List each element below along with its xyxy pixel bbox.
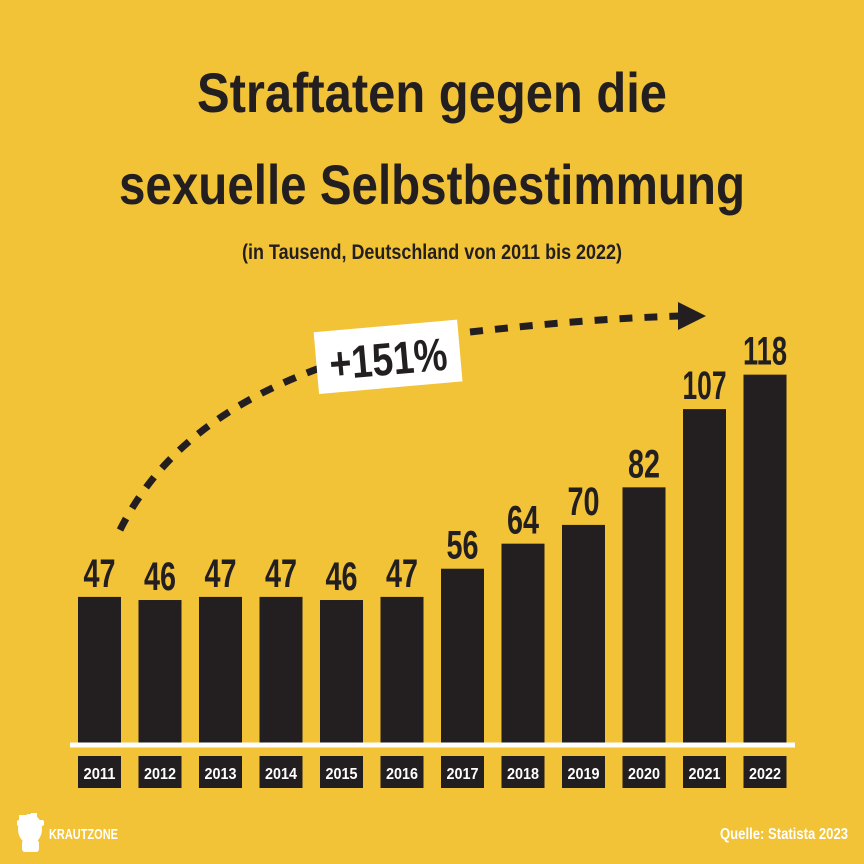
bar-2014 xyxy=(259,596,303,744)
x-tick-label-2019: 2019 xyxy=(568,766,600,783)
source-note: Quelle: Statista 2023 xyxy=(720,826,848,843)
x-tick-label-2012: 2012 xyxy=(144,766,176,783)
krautzone-head-logo-icon xyxy=(17,813,44,852)
x-tick-label-box-2020 xyxy=(622,756,666,788)
x-tick-label-2014: 2014 xyxy=(265,766,297,783)
x-tick-label-2020: 2020 xyxy=(628,766,660,783)
arrowhead-icon xyxy=(678,302,706,330)
x-tick-label-2018: 2018 xyxy=(507,766,539,783)
bar-2016 xyxy=(380,596,424,744)
data-label-2015: 46 xyxy=(326,555,358,599)
data-label-2012: 46 xyxy=(144,555,176,599)
bar-2018 xyxy=(501,543,545,744)
bar-2021 xyxy=(683,409,726,744)
bar-2017 xyxy=(441,568,484,744)
bar-2015 xyxy=(320,600,363,744)
x-tick-label-box-2013 xyxy=(199,756,242,788)
data-label-2018: 64 xyxy=(507,499,540,543)
bar-2011 xyxy=(78,596,121,744)
data-label-2013: 47 xyxy=(205,552,237,596)
x-tick-label-2016: 2016 xyxy=(386,766,418,783)
x-tick-label-box-2015 xyxy=(320,756,363,788)
x-tick-label-box-2018 xyxy=(501,756,545,788)
x-tick-label-2011: 2011 xyxy=(84,766,116,783)
brand-name: KRAUTZONE xyxy=(49,826,118,843)
x-tick-label-2021: 2021 xyxy=(689,766,721,783)
data-labels-layer: 47 46 47 47 46 47 56 64 70 82 107 118 xyxy=(84,330,788,599)
x-tick-label-box-2017 xyxy=(441,756,484,788)
x-tick-label-2017: 2017 xyxy=(447,766,479,783)
growth-annotation-box xyxy=(313,319,463,394)
x-tick-labels-layer: 2011 2012 2013 2014 2015 2016 2017 2018 2019 2020… xyxy=(78,756,787,788)
growth-arrow xyxy=(116,302,706,532)
data-label-2017: 56 xyxy=(447,524,479,568)
chart-title-line-2: sexuelle Selbstbestimmung xyxy=(119,153,745,216)
x-tick-label-box-2022 xyxy=(743,756,787,788)
x-tick-label-2022: 2022 xyxy=(749,766,781,783)
x-tick-label-box-2014 xyxy=(259,756,303,788)
x-tick-label-box-2012 xyxy=(138,756,182,788)
chart-title-line-1: Straftaten gegen die xyxy=(197,61,667,124)
x-tick-label-2015: 2015 xyxy=(326,766,358,783)
data-label-2016: 47 xyxy=(386,552,418,596)
bars-layer xyxy=(78,374,787,744)
bar-2019 xyxy=(562,524,605,744)
x-tick-label-box-2011 xyxy=(78,756,121,788)
data-label-2021: 107 xyxy=(683,364,727,408)
data-label-2022: 118 xyxy=(743,330,787,374)
bar-2022 xyxy=(743,374,787,744)
data-label-2020: 82 xyxy=(628,442,660,486)
data-label-2019: 70 xyxy=(568,480,600,524)
growth-arrow-path xyxy=(116,364,322,532)
growth-arrow-path-upper xyxy=(469,312,681,336)
data-label-2014: 47 xyxy=(265,552,297,596)
brand-logo: KRAUTZONE xyxy=(17,813,118,852)
growth-annotation: +151% xyxy=(313,319,463,394)
x-tick-label-box-2016 xyxy=(380,756,424,788)
chart-subtitle: (in Tausend, Deutschland von 2011 bis 20… xyxy=(242,241,622,264)
x-tick-label-box-2021 xyxy=(683,756,726,788)
x-tick-label-2013: 2013 xyxy=(205,766,237,783)
x-tick-label-box-2019 xyxy=(562,756,605,788)
data-label-2011: 47 xyxy=(84,552,116,596)
bar-2013 xyxy=(199,596,242,744)
growth-annotation-label: +151% xyxy=(327,328,449,390)
bar-2020 xyxy=(622,487,666,744)
bar-2012 xyxy=(138,600,182,744)
